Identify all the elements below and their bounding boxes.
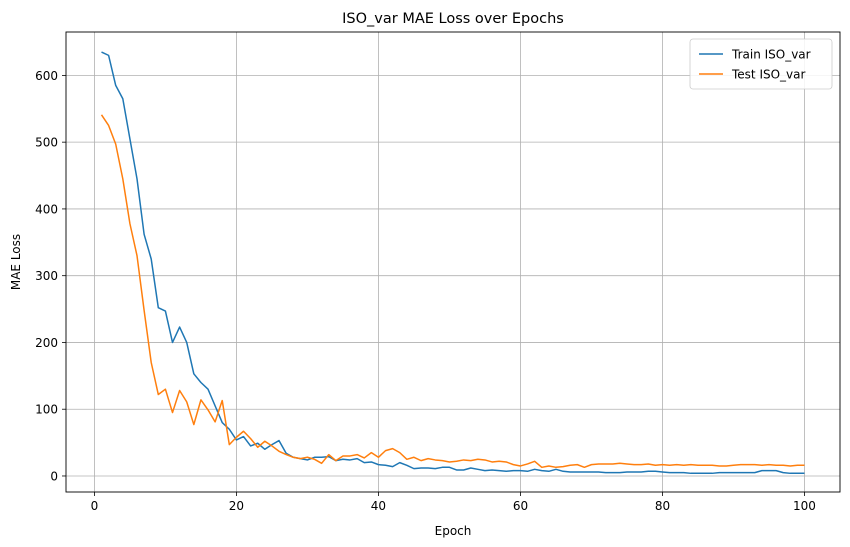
y-tick-label: 100	[35, 403, 58, 417]
series-line-test	[100, 114, 805, 469]
x-tick-label: 60	[513, 499, 528, 513]
y-tick-label: 0	[50, 469, 58, 483]
ticks: 0 20 40 60 80 100 0 100 200 300 400 500 600	[35, 69, 816, 513]
plot-frame	[65, 31, 841, 493]
grid	[66, 32, 840, 492]
x-tick-label: 40	[371, 499, 386, 513]
y-tick-label: 600	[35, 69, 58, 83]
y-axis-label: MAE Loss	[9, 234, 23, 290]
chart-title: ISO_var MAE Loss over Epochs	[342, 11, 564, 27]
y-tick-label: 500	[35, 136, 58, 150]
legend-label: Test ISO_var	[731, 68, 806, 82]
x-axis-label: Epoch	[435, 524, 472, 538]
x-tick-label: 20	[229, 499, 244, 513]
series-group	[100, 51, 805, 475]
legend: Train ISO_var Test ISO_var	[689, 38, 833, 90]
x-tick-label: 100	[793, 499, 816, 513]
y-tick-label: 200	[35, 336, 58, 350]
x-tick-label: 0	[91, 499, 99, 513]
y-tick-label: 400	[35, 202, 58, 216]
legend-box	[689, 38, 833, 90]
series-line-train	[101, 51, 805, 475]
legend-label: Train ISO_var	[731, 48, 811, 62]
x-tick-label: 80	[655, 499, 670, 513]
y-tick-label: 300	[35, 269, 58, 283]
